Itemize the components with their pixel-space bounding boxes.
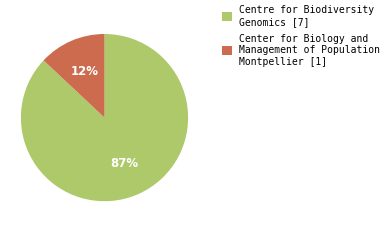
Legend: Centre for Biodiversity
Genomics [7], Center for Biology and
Management of Popul: Centre for Biodiversity Genomics [7], Ce… xyxy=(218,1,380,71)
Text: 12%: 12% xyxy=(71,65,98,78)
Wedge shape xyxy=(21,34,188,201)
Text: 87%: 87% xyxy=(110,157,138,170)
Wedge shape xyxy=(44,34,105,118)
